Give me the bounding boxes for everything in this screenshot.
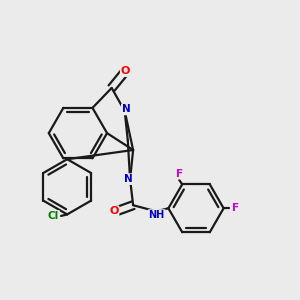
- Text: O: O: [109, 206, 119, 216]
- Text: Cl: Cl: [48, 211, 59, 221]
- Text: O: O: [121, 66, 130, 76]
- Text: N: N: [122, 104, 130, 114]
- Text: F: F: [232, 203, 239, 213]
- Text: N: N: [124, 174, 133, 184]
- Text: F: F: [176, 169, 183, 178]
- Text: NH: NH: [148, 210, 165, 220]
